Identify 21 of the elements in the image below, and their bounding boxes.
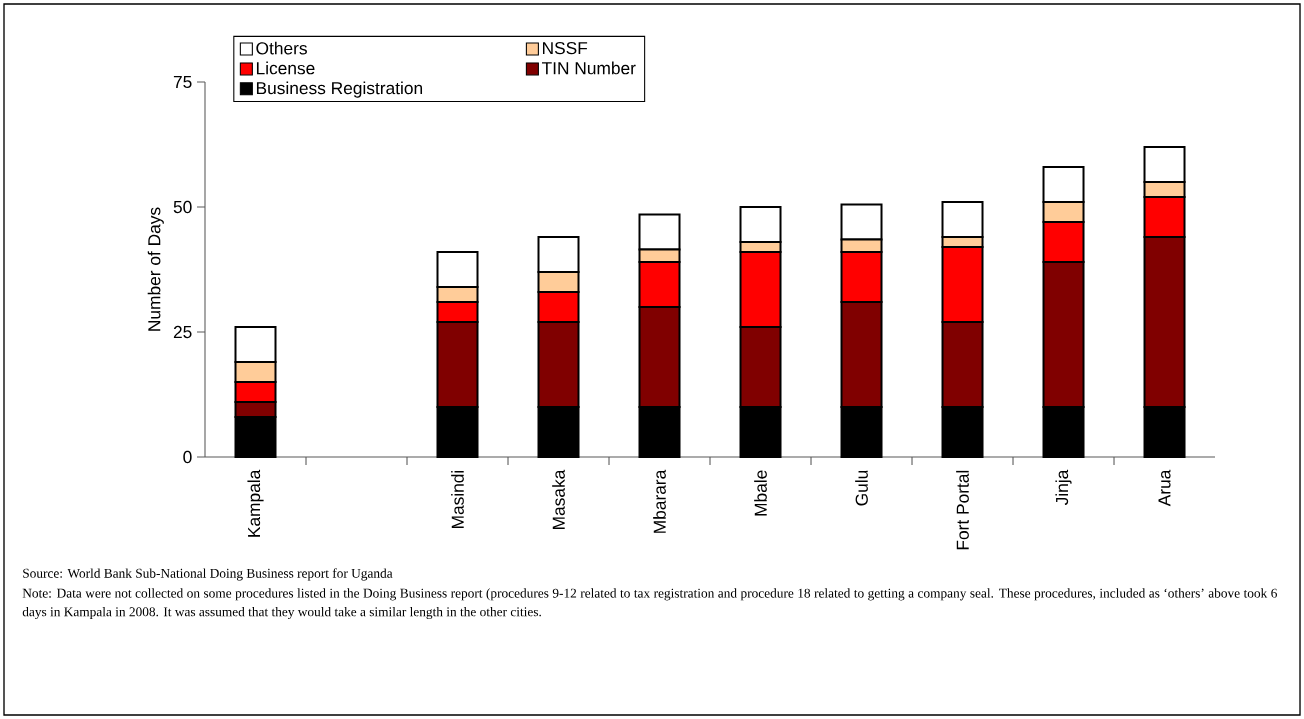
y-tick-label: 75 [173,75,192,89]
y-tick-label: 25 [173,325,192,339]
x-tick-label: Kampala [247,469,264,537]
x-tick-label: Jinja [1055,469,1072,506]
x-tick-label: Masaka [552,469,565,529]
legend-label: Business Registration [256,81,423,98]
x-tick-label: Mbarara [653,469,666,533]
source-note: Source: World Bank Sub-National Doing Business report for Uganda [23,568,393,581]
x-tick-label: Gulu [855,470,868,506]
legend-label: Others [256,41,307,55]
x-tick-label: Fort Portal [956,470,969,550]
legend-label: NSSF [543,41,588,55]
x-tick-label: Masindi [451,470,464,529]
x-tick-label: Mbale [754,470,767,516]
y-axis-title: Number of Days [147,207,164,331]
text: Note: Data were not collected on some procedures listed in the Doing Business report (procedures 9-12 related to tax registration and procedure 18 related to getting a company seal. These procedures, included as ‘others’ above took 6 days in Kampala in 2008. It was assumed that they would take a similar length in the other cities. [22,588,1277,620]
y-tick-label: 50 [173,200,192,214]
legend-label: License [256,61,315,75]
x-tick-label: Arua [1158,469,1171,507]
y-tick-label: 0 [183,450,192,464]
legend-label: TIN Number [541,61,636,75]
